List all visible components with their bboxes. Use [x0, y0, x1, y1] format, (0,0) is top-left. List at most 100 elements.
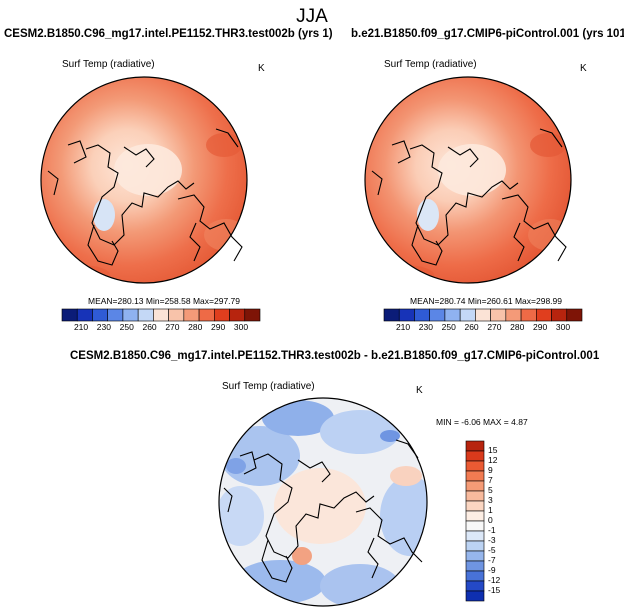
colorbar-tick-label: 250: [119, 322, 134, 332]
colorbar-tick-label: 290: [533, 322, 548, 332]
panel-1-max-value: 297.79: [213, 296, 240, 306]
panel-1-variable-label: Surf Temp (radiative): [62, 59, 155, 70]
colorbar-swatch: [398, 308, 415, 322]
diff-colorbar-swatch: [465, 560, 485, 572]
panel-2-greenland-cold-patch: [417, 199, 439, 231]
colorbar-swatch: [107, 308, 124, 322]
colorbar-tick-label: 290: [211, 322, 226, 332]
panel-1-mean-value: 280.13: [117, 296, 144, 306]
diff-colorbar-tick-label: 3: [488, 495, 493, 505]
diff-panel-title: CESM2.B1850.C96_mg17.intel.PE1152.THR3.t…: [70, 350, 600, 362]
panel-2-variable-label: Surf Temp (radiative): [384, 59, 477, 70]
diff-colorbar-tick-label: 7: [488, 475, 493, 485]
diff-colorbar-swatch: [465, 440, 485, 452]
diff-colorbar-tick-label: -15: [488, 585, 501, 595]
colorbar-tick-label: 210: [73, 322, 89, 332]
diff-colorbar-tick-label: 15: [488, 445, 498, 455]
colorbar-swatch: [92, 308, 108, 322]
colorbar-swatch: [214, 308, 230, 322]
diff-colorbar-swatch: [465, 590, 485, 602]
panel-1-min-value: 258.58: [164, 296, 191, 306]
diff-colorbar-swatch: [465, 570, 485, 582]
panel-1-stats: MEAN=280.13 Min=258.58 Max=297.79: [88, 296, 240, 306]
season-title: JJA: [296, 6, 328, 27]
panel-1-max-label: Max=: [192, 296, 214, 306]
diff-colorbar-swatch: [465, 460, 485, 472]
colorbar-swatch: [414, 308, 430, 322]
colorbar-tick-label: 260: [142, 322, 157, 332]
diff-colorbar-tick-label: -3: [488, 535, 496, 545]
colorbar-tick-label: 270: [487, 322, 502, 332]
diff-panel-min-value: -6.06: [461, 417, 481, 427]
colorbar-swatch: [536, 308, 552, 322]
diff-panel-max-label: MAX =: [483, 417, 509, 427]
diff-panel-warm-spot: [292, 547, 312, 565]
colorbar-swatch: [198, 308, 215, 322]
colorbar-swatch: [229, 308, 246, 322]
colorbar-tick-label: 250: [441, 322, 456, 332]
diff-colorbar-tick-label: -7: [488, 555, 496, 565]
panel-2-colorbar-labels: 210 230 250 260 270 280 290 300: [384, 322, 582, 334]
colorbar-swatch: [137, 308, 154, 322]
panel-2-mean-value: 280.74: [439, 296, 466, 306]
diff-colorbar-tick-label: -12: [488, 575, 501, 585]
colorbar-tick-label: 300: [555, 322, 571, 332]
diff-colorbar-swatch: [465, 520, 485, 532]
panel-2-min-label: Min=: [467, 296, 487, 306]
colorbar-tick-label: 280: [510, 322, 525, 332]
colorbar-swatch: [444, 308, 461, 322]
diff-colorbar-swatch: [465, 510, 485, 522]
colorbar-swatch: [475, 308, 491, 322]
panel-2-stats: MEAN=280.74 Min=260.61 Max=298.99: [410, 296, 562, 306]
panel-1-greenland-cold-patch: [93, 199, 115, 231]
diff-colorbar-swatch: [465, 500, 485, 512]
diff-colorbar-swatch: [465, 470, 485, 482]
diff-colorbar-tick-label: -5: [488, 545, 496, 555]
panel-1-units: K: [258, 63, 265, 74]
panel-1-colorbar: [61, 308, 261, 322]
panel-2-max-value: 298.99: [535, 296, 562, 306]
diff-colorbar-swatch: [465, 540, 485, 552]
diff-colorbar-tick-label: -9: [488, 565, 496, 575]
colorbar-swatch: [383, 308, 400, 322]
diff-colorbar: [465, 440, 485, 602]
panel-2-coastlines: [371, 128, 567, 266]
colorbar-swatch: [459, 308, 476, 322]
diff-panel-max-value: 4.87: [511, 417, 528, 427]
diff-colorbar-labels: 15 12 9 7 5 3 1 0 -1 -3 -5 -7 -9 -12 -15: [488, 441, 518, 601]
panel-2-mean-label: MEAN=: [410, 296, 440, 306]
diff-panel-polar-map: [218, 397, 428, 607]
colorbar-swatch: [153, 308, 169, 322]
colorbar-swatch: [183, 308, 200, 322]
colorbar-tick-label: 230: [418, 322, 433, 332]
diff-colorbar-tick-label: 12: [488, 455, 498, 465]
panel-2-colorbar: [383, 308, 583, 322]
diff-panel-units: K: [416, 385, 423, 396]
diff-panel-variable-label: Surf Temp (radiative): [222, 381, 315, 392]
colorbar-swatch: [520, 308, 537, 322]
colorbar-tick-label: 230: [96, 322, 111, 332]
colorbar-tick-label: 300: [233, 322, 249, 332]
colorbar-tick-label: 260: [464, 322, 479, 332]
panel-1-coastlines: [47, 128, 243, 266]
diff-colorbar-tick-label: 0: [488, 515, 493, 525]
panel-1-min-label: Min=: [145, 296, 165, 306]
colorbar-swatch: [551, 308, 568, 322]
panel-1-colorbar-labels: 210 230 250 260 270 280 290 300: [62, 322, 260, 334]
diff-panel-min-label: MIN =: [436, 417, 459, 427]
diff-colorbar-tick-label: 5: [488, 485, 493, 495]
colorbar-swatch: [61, 308, 78, 322]
colorbar-swatch: [505, 308, 522, 322]
colorbar-swatch: [76, 308, 93, 322]
diff-colorbar-tick-label: 1: [488, 505, 493, 515]
colorbar-tick-label: 270: [165, 322, 180, 332]
diff-colorbar-tick-label: -1: [488, 525, 496, 535]
panel-2-polar-map: [364, 76, 572, 284]
diff-panel-stats: MIN = -6.06 MAX = 4.87: [436, 417, 528, 427]
colorbar-swatch: [490, 308, 507, 322]
diff-colorbar-tick-label: 9: [488, 465, 493, 475]
colorbar-tick-label: 210: [395, 322, 411, 332]
diff-colorbar-swatch: [465, 490, 485, 502]
panel-2-min-value: 260.61: [486, 296, 513, 306]
colorbar-swatch: [244, 308, 261, 322]
